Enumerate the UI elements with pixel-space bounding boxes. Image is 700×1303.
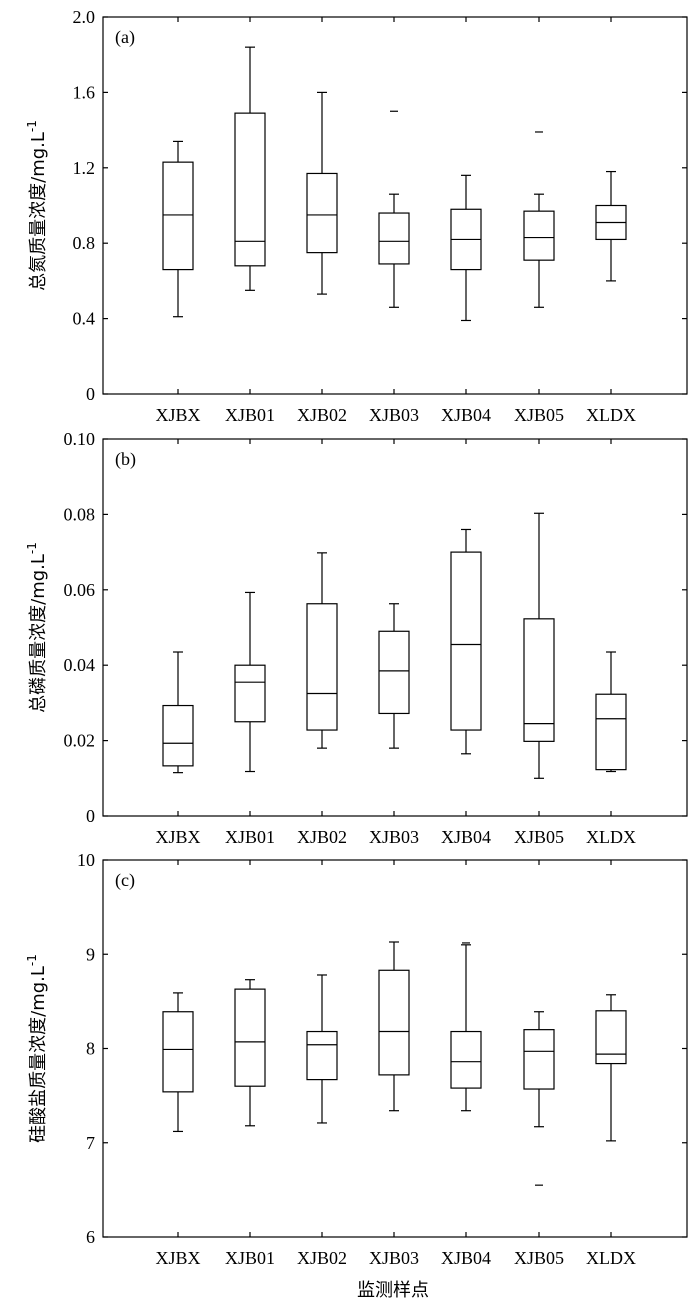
x-tick-label: XJB02 [297,1248,347,1268]
y-axis-title: 硅酸盐质量浓度/mg.L-1 [25,954,49,1143]
y-tick-label: 1.6 [73,82,96,102]
box-xjb02 [306,552,338,749]
x-tick-label: XJB05 [514,405,564,425]
x-tick-label: XLDX [586,405,636,425]
box-xjb01 [234,979,266,1127]
x-tick-label: XLDX [586,827,636,847]
box-xjb01 [234,591,266,773]
y-tick-label: 2.0 [73,7,96,27]
box-xldx [595,651,627,773]
y-tick-label: 0.4 [73,309,96,329]
box-iqr [523,1029,555,1090]
box-xjb05 [523,1011,555,1186]
plot-frame [102,16,688,395]
box-xjb03 [378,110,410,308]
x-tick-label: XJB05 [514,827,564,847]
box-iqr [595,693,627,771]
box-xjb02 [306,974,338,1124]
x-tick-label: XJB02 [297,405,347,425]
x-tick-label: XJB03 [369,405,419,425]
box-xjbx [162,992,194,1133]
box-iqr [234,112,266,267]
y-tick-label: 0.08 [64,504,96,524]
x-tick-label: XJB04 [441,1248,491,1268]
box-xjb03 [378,603,410,749]
box-iqr [378,212,410,265]
box-iqr [306,603,338,731]
y-tick-label: 8 [86,1039,95,1059]
panel-label: (c) [115,870,135,891]
x-tick-label: XJB02 [297,827,347,847]
box-xjb04 [450,174,482,322]
y-tick-label: 0.10 [64,429,96,449]
x-tick-label: XJB05 [514,1248,564,1268]
box-iqr [450,551,482,731]
x-tick-label: XJBX [155,405,200,425]
panel-label: (b) [115,449,136,470]
box-xjb02 [306,91,338,295]
box-iqr [523,210,555,261]
y-tick-label: 0 [86,384,95,404]
y-tick-label: 0.06 [64,580,96,600]
x-tick-label: XJB04 [441,405,491,425]
y-tick-label: 1.2 [73,158,96,178]
y-axis-title: 总磷质量浓度/mg.L-1 [25,542,49,713]
box-iqr [450,1030,482,1089]
box-xldx [595,994,627,1142]
x-tick-label: XJB03 [369,1248,419,1268]
box-xjbx [162,140,194,318]
panel-c-silicate: 6 7 8 9 10 XJBX XJB01 XJB02 XJB03 XJB04 XJB05 XLDX (… [25,850,688,1268]
box-xjbx [162,651,194,774]
box-iqr [306,1030,338,1081]
box-iqr [595,1010,627,1065]
box-iqr [378,630,410,715]
box-iqr [162,704,194,767]
y-axis-title: 总氮质量浓度/mg.L-1 [25,120,49,291]
y-tick-label: 9 [86,944,95,964]
x-tick-label: XJB01 [225,827,275,847]
box-iqr [162,1011,194,1093]
box-xjb05 [523,131,555,308]
box-iqr [234,664,266,723]
box-iqr [523,618,555,742]
y-tick-label: 0.8 [73,233,96,253]
box-xjb04 [450,942,482,1112]
x-tick-label: XJBX [155,1248,200,1268]
plot-frame [102,438,688,817]
x-tick-label: XJB03 [369,827,419,847]
box-iqr [162,161,194,271]
box-xjb04 [450,528,482,755]
box-xldx [595,170,627,282]
y-tick-label: 0 [86,806,95,826]
x-tick-label: XJB01 [225,1248,275,1268]
y-tick-label: 0.04 [64,655,96,675]
x-tick-label: XJBX [155,827,200,847]
panel-label: (a) [115,27,135,48]
x-axis-title: 监测样点 [357,1280,429,1301]
box-xjb03 [378,941,410,1112]
box-xjb05 [523,512,555,779]
y-tick-label: 6 [86,1227,95,1247]
box-xjb01 [234,46,266,291]
panel-b-total-phosphorus: 0 0.02 0.04 0.06 0.08 0.10 XJBX XJB01 XJB02 XJB03… [25,429,688,847]
box-iqr [378,969,410,1076]
y-tick-label: 0.02 [64,731,96,751]
x-tick-label: XJB04 [441,827,491,847]
x-tick-label: XLDX [586,1248,636,1268]
x-tick-label: XJB01 [225,405,275,425]
panel-a-total-nitrogen: 0 0.4 0.8 1.2 1.6 2.0 XJBX XJB01 XJB02 XJB03 XJB04… [25,7,688,425]
y-tick-label: 10 [77,850,95,870]
box-iqr [234,988,266,1087]
y-tick-label: 7 [86,1133,95,1153]
box-iqr [306,172,338,254]
